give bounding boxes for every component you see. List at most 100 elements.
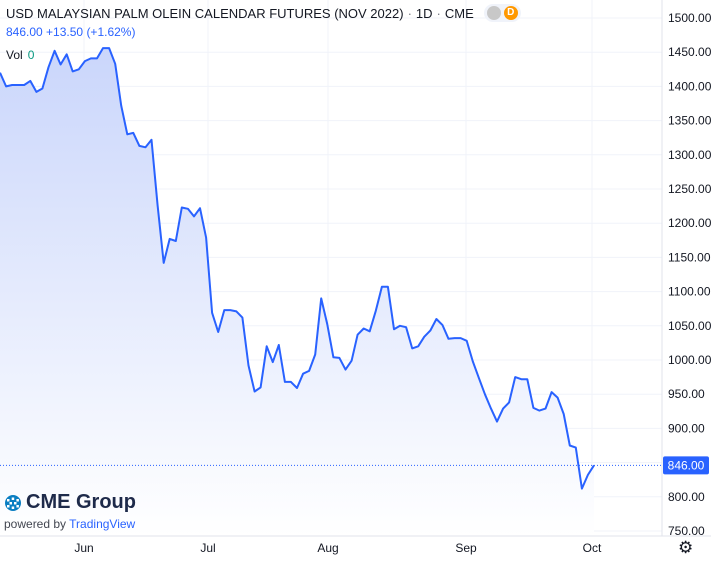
y-tick-label: 1450.00 — [668, 45, 711, 59]
data-point — [586, 473, 590, 477]
series-area — [0, 48, 594, 536]
y-tick-label: 1350.00 — [668, 114, 711, 128]
y-tick-label: 1500.00 — [668, 11, 711, 25]
area-fill — [0, 48, 594, 536]
series-line — [0, 47, 595, 490]
data-point — [271, 360, 275, 364]
data-point — [119, 104, 123, 108]
data-point — [574, 446, 578, 450]
data-point — [483, 392, 487, 396]
price-change-percent: (+1.62%) — [86, 25, 136, 39]
y-tick-label: 1200.00 — [668, 216, 711, 230]
data-point — [101, 46, 105, 50]
price-readout: 846.00 +13.50 (+1.62%) — [6, 25, 135, 39]
data-point — [580, 487, 584, 491]
data-point — [495, 420, 499, 424]
data-point — [368, 329, 372, 333]
data-point — [4, 84, 8, 88]
exchange-label: CME — [444, 5, 474, 21]
data-point — [392, 327, 396, 331]
data-point — [71, 69, 75, 73]
data-point — [471, 359, 475, 363]
data-point — [537, 409, 541, 413]
data-point — [222, 308, 226, 312]
gear-icon[interactable]: ⚙ — [678, 538, 694, 557]
data-point — [162, 261, 166, 265]
data-point — [277, 343, 281, 347]
data-point — [28, 79, 32, 83]
y-tick-label: 950.00 — [668, 387, 705, 401]
y-tick-label: 1300.00 — [668, 148, 711, 162]
data-point — [477, 376, 481, 380]
last-price-badge — [663, 456, 709, 475]
data-point — [204, 236, 208, 240]
price-line — [0, 47, 595, 490]
data-point — [228, 308, 232, 312]
data-point — [562, 412, 566, 416]
data-point — [531, 406, 535, 410]
x-tick-label: Sep — [455, 541, 477, 555]
separator: · — [436, 5, 441, 21]
data-point — [350, 359, 354, 363]
cme-group-branding[interactable]: CME Group powered by TradingView — [4, 491, 136, 531]
data-point — [156, 203, 160, 207]
data-point — [174, 239, 178, 243]
y-tick-label: 1150.00 — [668, 250, 711, 264]
company-name: CME Group — [26, 491, 136, 513]
data-point — [89, 56, 93, 60]
y-tick-label: 1000.00 — [668, 353, 711, 367]
data-point — [198, 206, 202, 210]
x-tick-label: Oct — [583, 541, 602, 555]
y-tick-label: 750.00 — [668, 524, 705, 538]
data-point — [319, 296, 323, 300]
y-tick-label: 800.00 — [668, 490, 705, 504]
data-point — [343, 368, 347, 372]
data-point — [283, 380, 287, 384]
data-point — [125, 132, 129, 136]
y-tick-label: 1100.00 — [668, 285, 711, 299]
data-point — [525, 377, 529, 381]
time-axis[interactable]: Jun Jul Aug Sep Oct — [74, 541, 602, 555]
data-point — [46, 65, 50, 69]
market-status[interactable]: D — [483, 4, 521, 22]
data-point — [150, 138, 154, 142]
x-tick-label: Jul — [200, 541, 215, 555]
data-point — [459, 336, 463, 340]
data-point — [550, 390, 554, 394]
data-point — [501, 407, 505, 411]
data-point — [356, 333, 360, 337]
y-tick-label: 1400.00 — [668, 79, 711, 93]
data-point — [59, 63, 63, 67]
data-point — [95, 56, 99, 60]
data-point — [307, 369, 311, 373]
data-point — [107, 46, 111, 50]
data-point — [447, 337, 451, 341]
data-point — [313, 353, 317, 357]
volume-label: Vol — [6, 48, 23, 62]
data-point — [507, 400, 511, 404]
data-point — [410, 346, 414, 350]
data-point — [440, 323, 444, 327]
price-change: +13.50 — [46, 25, 84, 39]
data-point — [180, 205, 184, 209]
data-point — [386, 285, 390, 289]
delayed-badge: D — [503, 6, 518, 20]
cme-globe-icon — [5, 494, 21, 511]
y-tick-label: 1250.00 — [668, 182, 711, 196]
y-tick-label: 1050.00 — [668, 319, 711, 333]
symbol-title[interactable]: USD MALAYSIAN PALM OLEIN CALENDAR FUTURE… — [6, 5, 404, 21]
data-point — [265, 344, 269, 348]
data-point — [22, 83, 26, 87]
interval-label[interactable]: 1D — [415, 5, 433, 21]
data-point — [247, 363, 251, 367]
data-point — [544, 407, 548, 411]
y-tick-label: 900.00 — [668, 421, 705, 435]
volume-readout[interactable]: Vol 0 — [6, 48, 34, 62]
data-point — [513, 375, 517, 379]
chart-header: USD MALAYSIAN PALM OLEIN CALENDAR FUTURE… — [6, 4, 521, 22]
powered-by: powered by TradingView — [4, 517, 136, 531]
data-point — [325, 322, 329, 326]
tradingview-link[interactable]: TradingView — [69, 517, 136, 531]
data-point — [434, 317, 438, 321]
